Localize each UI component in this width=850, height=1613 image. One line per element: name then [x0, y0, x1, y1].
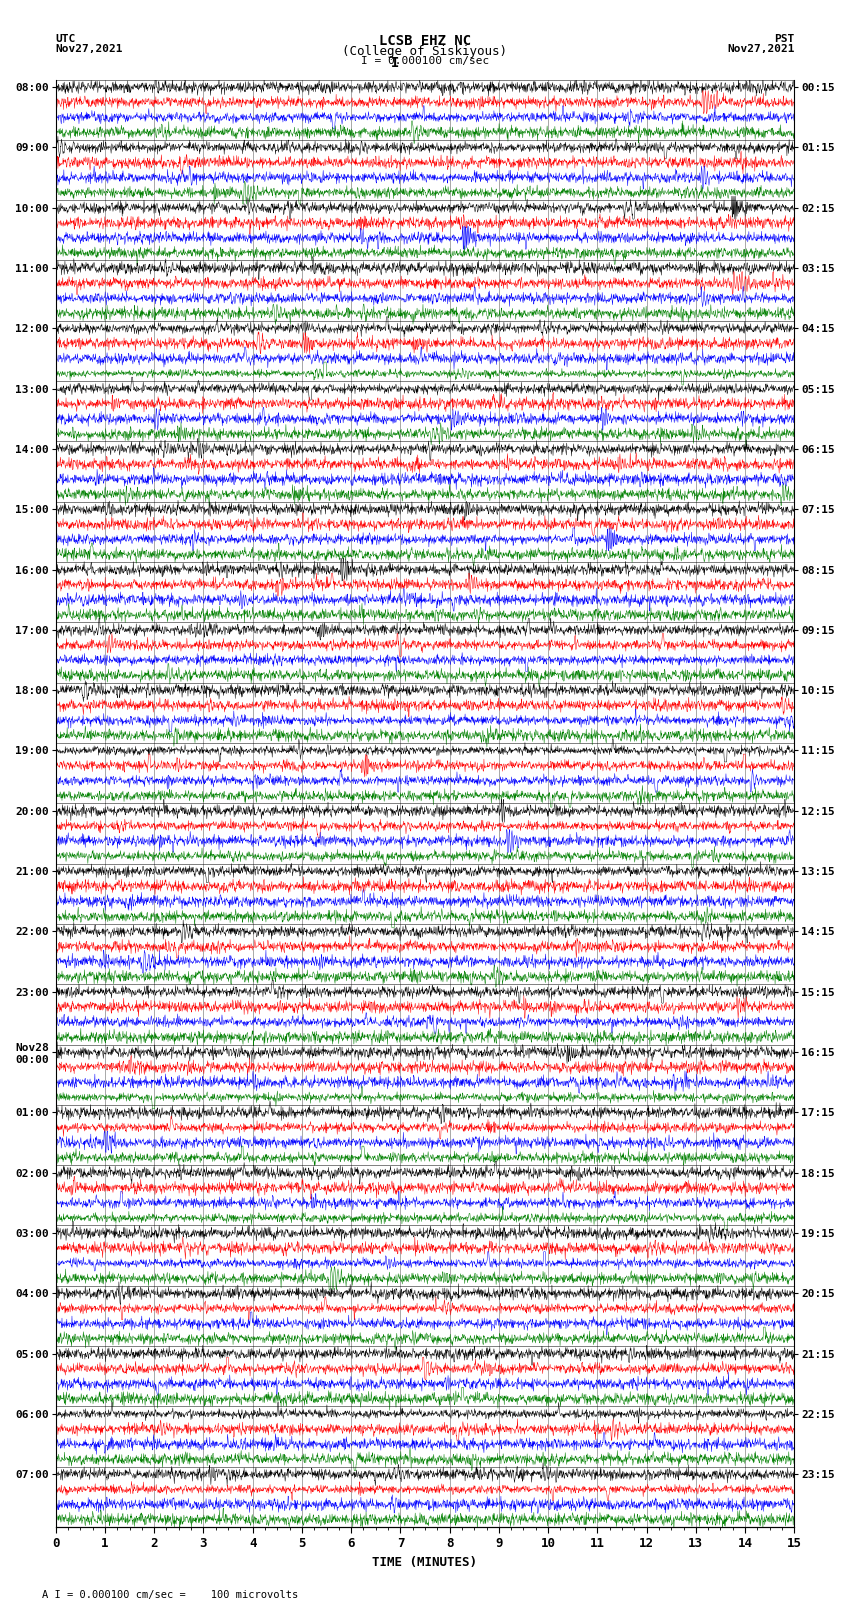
Text: (College of Siskiyous): (College of Siskiyous) [343, 45, 507, 58]
Text: A I = 0.000100 cm/sec =    100 microvolts: A I = 0.000100 cm/sec = 100 microvolts [42, 1590, 298, 1600]
Text: PST: PST [774, 34, 795, 44]
X-axis label: TIME (MINUTES): TIME (MINUTES) [372, 1557, 478, 1569]
Text: Nov27,2021: Nov27,2021 [55, 44, 122, 53]
Text: UTC: UTC [55, 34, 76, 44]
Text: Nov27,2021: Nov27,2021 [728, 44, 795, 53]
Text: I: I [391, 56, 399, 69]
Text: LCSB EHZ NC: LCSB EHZ NC [379, 34, 471, 48]
Text: I = 0.000100 cm/sec: I = 0.000100 cm/sec [361, 56, 489, 66]
